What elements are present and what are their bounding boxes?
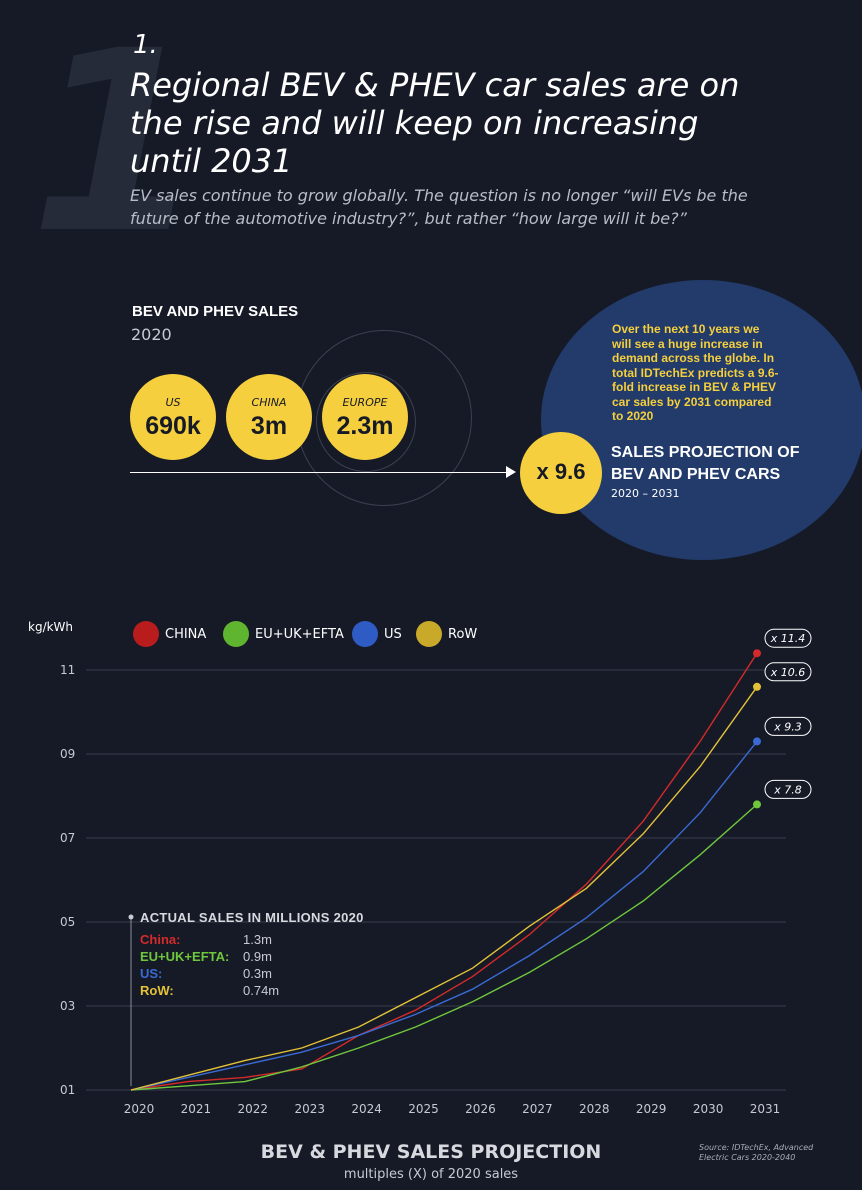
series-end-point bbox=[753, 800, 761, 809]
actual-sales-value: 0.9m bbox=[243, 949, 272, 964]
actual-sales-row: US: 0.3m bbox=[140, 965, 400, 982]
x-tick-label: 2022 bbox=[238, 1102, 269, 1116]
x-tick-label: 2020 bbox=[124, 1102, 155, 1116]
series-end-point bbox=[753, 682, 761, 691]
actual-sales-row: EU+UK+EFTA: 0.9m bbox=[140, 948, 400, 965]
section-number: 1. bbox=[133, 30, 158, 60]
sales-projection-chart: 01 03 05 07 09 11 2020 2021 2022 2023 2024 2025 2026… bbox=[60, 628, 812, 1116]
x-tick-label: 2026 bbox=[465, 1102, 496, 1116]
legend-dot-us bbox=[352, 621, 378, 647]
projection-callout-text: Over the next 10 years we will see a hug… bbox=[612, 322, 779, 423]
legend-label: RoW bbox=[448, 626, 478, 642]
actual-sales-region: China: bbox=[140, 932, 181, 947]
sales-title: BEV AND PHEV SALES bbox=[132, 303, 299, 320]
actual-sales-region: RoW: bbox=[140, 983, 174, 998]
series-end-label-box bbox=[764, 716, 812, 736]
section-big-number: 1 bbox=[30, 0, 204, 288]
sales-circle-value: 3m bbox=[250, 412, 288, 440]
projection-callout-circle bbox=[541, 280, 862, 560]
annotation-marker-dot bbox=[128, 914, 134, 920]
sales-circle-us: US 690k bbox=[130, 374, 216, 460]
y-tick-label: 09 bbox=[60, 747, 75, 761]
series-line-row bbox=[130, 686, 758, 1091]
y-tick-label: 05 bbox=[60, 915, 75, 929]
arrow-right-icon bbox=[506, 466, 516, 478]
sales-circle-label: EUROPE bbox=[342, 396, 388, 409]
legend-item-china: CHINA bbox=[133, 621, 206, 647]
legend-label: CHINA bbox=[165, 626, 207, 642]
series-line-china bbox=[130, 652, 758, 1091]
actual-sales-value: 0.3m bbox=[243, 966, 272, 981]
x-tick-label: 2027 bbox=[522, 1102, 553, 1116]
y-tick-label: 07 bbox=[60, 831, 75, 845]
series-end-point bbox=[753, 737, 761, 746]
series-line-eu-uk-efta bbox=[130, 803, 758, 1091]
sales-circle-label: CHINA bbox=[251, 396, 287, 409]
y-axis-unit: kg/kWh bbox=[28, 620, 74, 634]
chart-source: Source: IDTechEx, Advanced Electric Cars… bbox=[699, 1143, 814, 1162]
sales-circle-value: 690k bbox=[145, 412, 201, 440]
legend-dot-row bbox=[416, 621, 442, 647]
chart-title: BEV & PHEV SALES PROJECTION bbox=[260, 1141, 602, 1163]
series-end-label: x 9.3 bbox=[773, 720, 802, 733]
x-tick-label: 2021 bbox=[181, 1102, 212, 1116]
legend-label: EU+UK+EFTA bbox=[255, 626, 344, 642]
y-tick-label: 03 bbox=[60, 999, 75, 1013]
actual-sales-title: ACTUAL SALES IN MILLIONS 2020 bbox=[140, 910, 364, 925]
actual-sales-region: EU+UK+EFTA: bbox=[140, 949, 230, 964]
series-end-label: x 11.4 bbox=[770, 632, 806, 645]
multiplier-circle: x 9.6 bbox=[520, 432, 602, 514]
sales-circle-value: 2.3m bbox=[336, 412, 394, 440]
sales-circle-china: CHINA 3m bbox=[226, 374, 312, 460]
actual-sales-box: ACTUAL SALES IN MILLIONS 2020 China: 1.3m… bbox=[140, 910, 400, 999]
decorative-ring-inner bbox=[316, 372, 416, 472]
chart-subtitle: multiples (X) of 2020 sales bbox=[343, 1167, 519, 1182]
sales-circle-europe: EUROPE 2.3m bbox=[322, 374, 408, 460]
x-tick-label: 2028 bbox=[579, 1102, 610, 1116]
legend-item-us: US bbox=[352, 621, 402, 647]
series-end-label-box bbox=[764, 779, 812, 799]
legend-item-eu: EU+UK+EFTA bbox=[223, 621, 344, 647]
sales-circle-label: US bbox=[165, 396, 181, 409]
x-tick-label: 2031 bbox=[750, 1102, 781, 1116]
sales-year: 2020 bbox=[131, 325, 172, 344]
actual-sales-region: US: bbox=[140, 966, 163, 981]
actual-sales-value: 1.3m bbox=[243, 932, 272, 947]
actual-sales-row: RoW: 0.74m bbox=[140, 982, 400, 999]
series-end-point bbox=[753, 649, 761, 658]
projection-years: 2020 – 2031 bbox=[611, 487, 680, 500]
y-tick-label: 11 bbox=[60, 663, 75, 677]
actual-sales-row: China: 1.3m bbox=[140, 931, 400, 948]
series-end-label: x 10.6 bbox=[770, 666, 806, 679]
series-line-us bbox=[130, 740, 758, 1091]
subtitle: EV sales continue to grow globally. The … bbox=[130, 186, 748, 228]
series-end-label-box bbox=[764, 662, 812, 682]
legend-item-row: RoW bbox=[416, 621, 477, 647]
headline: Regional BEV & PHEV car sales are on the… bbox=[130, 66, 740, 180]
x-tick-label: 2030 bbox=[693, 1102, 724, 1116]
x-tick-label: 2024 bbox=[351, 1102, 382, 1116]
y-tick-label: 01 bbox=[60, 1083, 75, 1097]
x-tick-label: 2023 bbox=[294, 1102, 325, 1116]
x-tick-label: 2025 bbox=[408, 1102, 439, 1116]
legend-dot-china bbox=[133, 621, 159, 647]
x-tick-label: 2029 bbox=[636, 1102, 667, 1116]
multiplier-value: x 9.6 bbox=[536, 459, 586, 484]
arrow-line bbox=[130, 472, 512, 473]
legend-label: US bbox=[384, 626, 402, 642]
series-end-label: x 7.8 bbox=[773, 783, 802, 796]
actual-sales-value: 0.74m bbox=[243, 983, 280, 998]
series-end-label-box bbox=[764, 628, 812, 648]
legend-dot-eu bbox=[223, 621, 249, 647]
projection-title: SALES PROJECTION OF BEV AND PHEV CARS bbox=[611, 444, 800, 483]
